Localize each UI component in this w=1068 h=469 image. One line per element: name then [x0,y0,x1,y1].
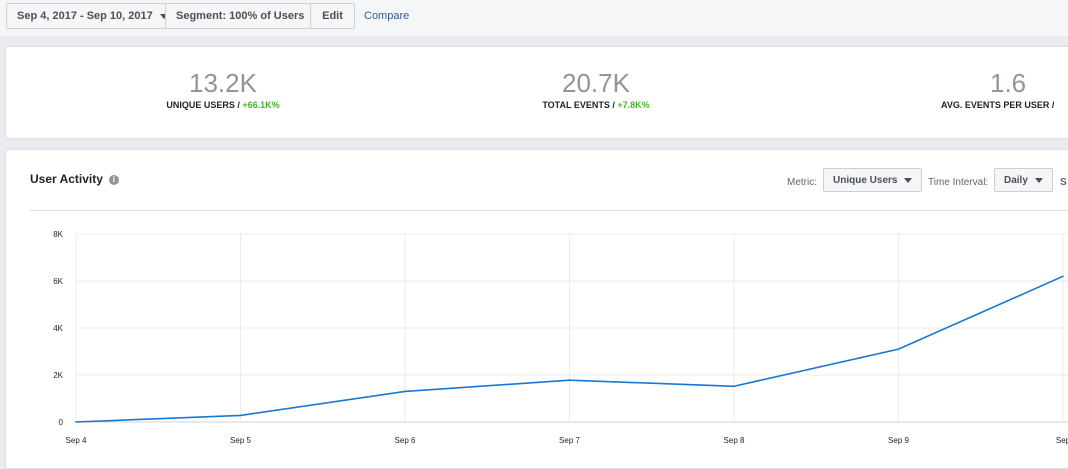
y-tick-label: 8K [53,230,63,239]
data-point [568,379,571,381]
section-title: User Activity i [30,172,119,186]
x-tick-label: Sep 6 [395,436,416,445]
data-point [239,414,242,417]
truncated-control-label: S [1060,177,1067,188]
kpi-label-row: UNIQUE USERS / +66.1K% [148,100,298,110]
kpi-separator: / [609,100,618,110]
chevron-down-icon [904,177,913,183]
date-range-dropdown[interactable]: Sep 4, 2017 - Sep 10, 2017 [6,3,179,29]
x-tick-label: Sep [1056,436,1068,445]
kpi-value: 13.2K [189,68,257,98]
data-point [733,385,735,388]
kpi-avg-events: 1.6 AVG. EVENTS PER USER / [941,69,1068,110]
time-interval-label: Time Interval: [928,177,989,188]
kpi-unique-users: 13.2K UNIQUE USERS / +66.1K% [148,69,298,110]
edit-button[interactable]: Edit [310,3,355,29]
summary-card: 13.2K UNIQUE USERS / +66.1K% 20.7K TOTAL… [5,46,1068,139]
compare-link[interactable]: Compare [364,10,410,22]
y-tick-label: 4K [53,324,63,333]
kpi-label: AVG. EVENTS PER USER [941,100,1050,110]
metric-dropdown[interactable]: Unique Users [823,168,923,192]
user-activity-title: User Activity [30,172,103,186]
y-tick-label: 0 [59,418,64,427]
chevron-down-icon [159,13,168,19]
kpi-change: +66.1K% [242,100,280,110]
x-tick-label: Sep 7 [559,436,580,445]
kpi-value: 1.6 [990,68,1027,98]
x-tick-label: Sep 5 [230,436,251,445]
kpi-change: +7.8K% [617,100,650,110]
y-axis: 0 2K 4K 6K 8K [53,230,63,427]
kpi-separator: / [234,100,243,110]
user-activity-card: User Activity i Metric: Unique Users Time… [5,149,1068,469]
kpi-label-row: TOTAL EVENTS / +7.8K% [521,100,671,110]
x-tick-label: Sep 9 [888,436,909,445]
x-tick-label: Sep 8 [724,436,745,445]
info-icon[interactable]: i [108,175,119,185]
data-point [404,390,406,393]
kpi-value: 20.7K [562,68,630,98]
x-axis: Sep 4 Sep 5 Sep 6 Sep 7 Sep 8 Sep 9 Sep [66,436,1068,445]
chart-series [75,275,1064,423]
date-range-label: Sep 4, 2017 - Sep 10, 2017 [17,10,153,22]
divider [30,210,1068,211]
kpi-label-row: AVG. EVENTS PER USER / [941,100,1068,110]
x-tick-label: Sep 4 [66,436,87,445]
toolbar: Sep 4, 2017 - Sep 10, 2017 Segment: 100%… [0,0,1068,36]
y-tick-label: 2K [53,371,63,380]
time-interval-value: Daily [1004,174,1028,186]
kpi-label: UNIQUE USERS [166,100,235,110]
data-point [1062,275,1064,278]
chevron-down-icon [1034,177,1043,183]
y-tick-label: 6K [53,277,63,286]
segment-dropdown[interactable]: Segment: 100% of Users [165,3,331,29]
kpi-separator: / [1049,100,1055,110]
kpi-total-events: 20.7K TOTAL EVENTS / +7.8K% [521,69,671,110]
chart-grid [75,233,1068,423]
time-interval-dropdown[interactable]: Daily [994,168,1053,192]
data-point [897,348,900,350]
metric-label: Metric: [787,177,817,188]
segment-label: Segment: 100% of Users [176,10,305,22]
kpi-label: TOTAL EVENTS [542,100,610,110]
metric-value: Unique Users [833,174,898,186]
data-point [75,421,77,423]
